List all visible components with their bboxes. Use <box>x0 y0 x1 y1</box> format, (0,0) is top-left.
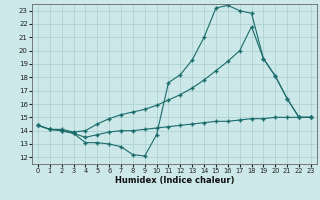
X-axis label: Humidex (Indice chaleur): Humidex (Indice chaleur) <box>115 176 234 185</box>
